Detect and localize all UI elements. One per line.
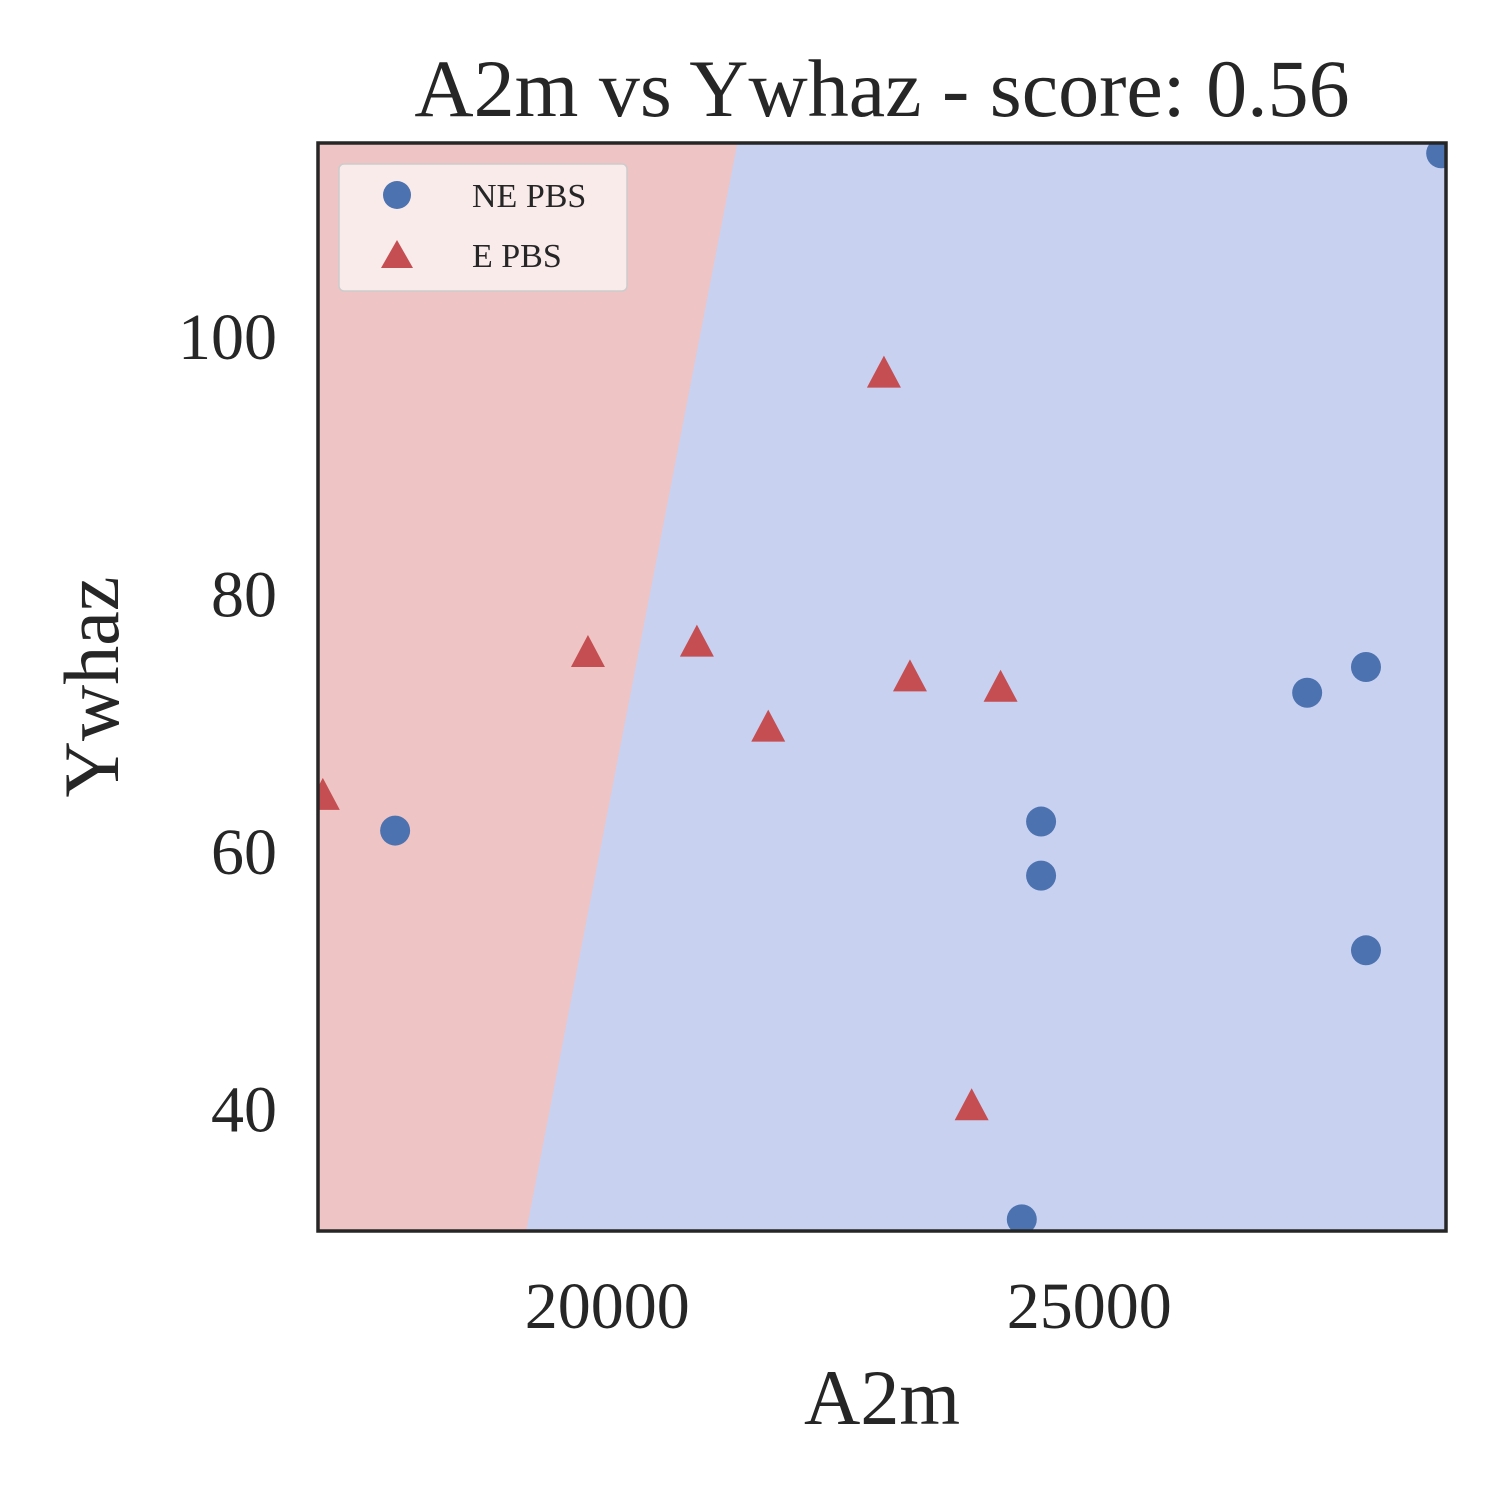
y-axis-ticks: 40 60 80 100 — [178, 301, 277, 1147]
x-axis-ticks: 20000 25000 — [525, 1270, 1172, 1343]
y-axis-label: Ywhaz — [48, 577, 135, 798]
legend-marker-ne-pbs — [383, 181, 411, 209]
legend-marker-e-pbs — [381, 240, 413, 268]
legend-label-e-pbs: E PBS — [472, 238, 562, 275]
legend-label-ne-pbs: NE PBS — [472, 178, 586, 215]
point-e-pbs-2 — [679, 624, 714, 657]
y-tick-label-80: 80 — [211, 559, 277, 632]
legend-box — [338, 163, 628, 292]
y-tick-label-100: 100 — [178, 301, 277, 374]
e-pbs-decision-region — [318, 143, 738, 1231]
x-tick-label-25000: 25000 — [1007, 1270, 1172, 1343]
chart-title: A2m vs Ywhaz - score: 0.56 — [414, 43, 1349, 134]
point-ne-pbs-6 — [1350, 935, 1381, 966]
y-tick-label-60: 60 — [211, 816, 277, 889]
point-e-pbs-6 — [983, 669, 1018, 702]
point-e-pbs-7 — [954, 1088, 989, 1121]
x-tick-label-20000: 20000 — [525, 1270, 690, 1343]
data-points — [318, 143, 1446, 1231]
axes-frame — [316, 141, 1448, 1233]
y-tick-label-40: 40 — [211, 1074, 277, 1147]
point-e-pbs-5 — [892, 659, 927, 692]
point-ne-pbs-5 — [1350, 652, 1381, 683]
point-e-pbs-3 — [751, 709, 786, 742]
point-e-pbs-4 — [866, 355, 901, 388]
x-axis-label: A2m — [804, 1354, 960, 1441]
point-ne-pbs-7 — [1426, 143, 1446, 169]
point-ne-pbs-0 — [380, 815, 411, 846]
legend: NE PBS E PBS — [338, 163, 628, 292]
point-ne-pbs-3 — [1006, 1204, 1037, 1231]
point-e-pbs-1 — [570, 634, 605, 667]
point-e-pbs-0 — [318, 777, 340, 810]
point-ne-pbs-2 — [1026, 860, 1057, 891]
point-ne-pbs-4 — [1292, 677, 1323, 708]
point-ne-pbs-1 — [1026, 806, 1057, 837]
plot-area — [318, 143, 1446, 1231]
